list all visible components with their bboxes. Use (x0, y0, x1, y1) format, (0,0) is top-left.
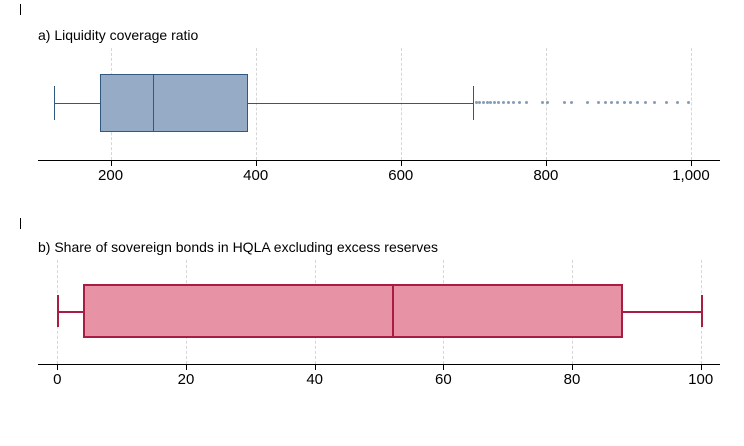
outlier-dot (478, 101, 482, 105)
plot-area-liquidity-coverage-ratio (38, 48, 720, 161)
outlier-dot (616, 101, 620, 105)
box (99, 73, 249, 132)
outlier-dot (497, 101, 501, 105)
panel-sovereign-bonds-share: b) Share of sovereign bonds in HQLA excl… (38, 238, 720, 393)
whisker-line (53, 102, 100, 104)
panel-liquidity-coverage-ratio: a) Liquidity coverage ratio 200 400 600 800… (38, 26, 720, 189)
outlier-dot (622, 101, 626, 105)
gridline (545, 48, 547, 160)
panel-a-title: a) Liquidity coverage ratio (38, 27, 199, 43)
whisker-line (57, 310, 84, 313)
axis-edge-tick-top (20, 4, 21, 15)
x-axis-tickmark (572, 365, 574, 370)
outlier-dot (643, 101, 647, 105)
outlier-dot (518, 101, 522, 105)
outlier-dot (629, 101, 633, 105)
outlier-dot (541, 101, 545, 105)
x-axis-tick-label: 1,000 (672, 167, 710, 184)
median-line (152, 73, 155, 132)
x-axis-ticks-panel-b: 0 20 40 60 80 100 (38, 365, 720, 393)
x-axis-tickmark (400, 161, 402, 166)
outlier-dot (603, 101, 607, 105)
whisker-cap (57, 295, 60, 327)
axis-edge-tick-bottom (20, 218, 21, 229)
x-axis-tick-label: 100 (688, 371, 714, 388)
whisker-cap (53, 86, 55, 120)
x-axis-tick-label: 400 (243, 167, 269, 184)
outlier-dot (653, 101, 657, 105)
x-axis-tick-label: 60 (434, 371, 452, 388)
x-axis-tick-label: 80 (563, 371, 581, 388)
x-axis-tickmark (57, 365, 59, 370)
x-axis-tickmark (545, 161, 547, 166)
x-axis-tickmark (185, 365, 187, 370)
outlier-dot (489, 101, 493, 105)
outlier-dot (586, 101, 590, 105)
x-axis-tick-label: 200 (98, 167, 124, 184)
x-axis-tickmark (700, 365, 702, 370)
outlier-dot (676, 101, 680, 105)
outlier-dot (485, 101, 489, 105)
outlier-dot (596, 101, 600, 105)
gridline (690, 48, 692, 160)
x-axis-tickmark (255, 161, 257, 166)
x-axis-tick-label: 800 (533, 167, 559, 184)
box (83, 283, 624, 338)
outlier-dot (545, 101, 549, 105)
outlier-dot (474, 101, 478, 105)
median-line (391, 283, 394, 338)
x-axis-tick-label: 20 (177, 371, 195, 388)
outlier-dot (563, 101, 567, 105)
x-axis-tickmark (690, 161, 692, 166)
x-axis-tick-label: 40 (306, 371, 323, 388)
outlier-dot (664, 101, 668, 105)
x-axis-tickmark (314, 365, 316, 370)
outlier-dot (492, 101, 496, 105)
x-axis-tickmark (110, 161, 112, 166)
gridline (400, 48, 402, 160)
whisker-line (248, 102, 474, 104)
x-axis-ticks-panel-a: 200 400 600 800 1,000 (38, 161, 720, 189)
outlier-dot (687, 101, 691, 105)
whisker-cap (473, 86, 475, 120)
outlier-dot (609, 101, 613, 105)
outlier-dot (506, 101, 510, 105)
gridline (255, 48, 257, 160)
outlier-dot (635, 101, 639, 105)
panel-b-title: b) Share of sovereign bonds in HQLA excl… (38, 239, 438, 255)
x-axis-tick-label: 0 (53, 371, 62, 388)
outlier-dot (501, 101, 505, 105)
outlier-dot (524, 101, 528, 105)
x-axis-tickmark (443, 365, 445, 370)
outlier-dot (512, 101, 516, 105)
x-axis-tick-label: 600 (388, 167, 414, 184)
outlier-dot (481, 101, 485, 105)
whisker-cap (700, 295, 703, 327)
outlier-dot (570, 101, 574, 105)
whisker-line (623, 310, 701, 313)
plot-area-sovereign-bonds-share (38, 260, 720, 365)
